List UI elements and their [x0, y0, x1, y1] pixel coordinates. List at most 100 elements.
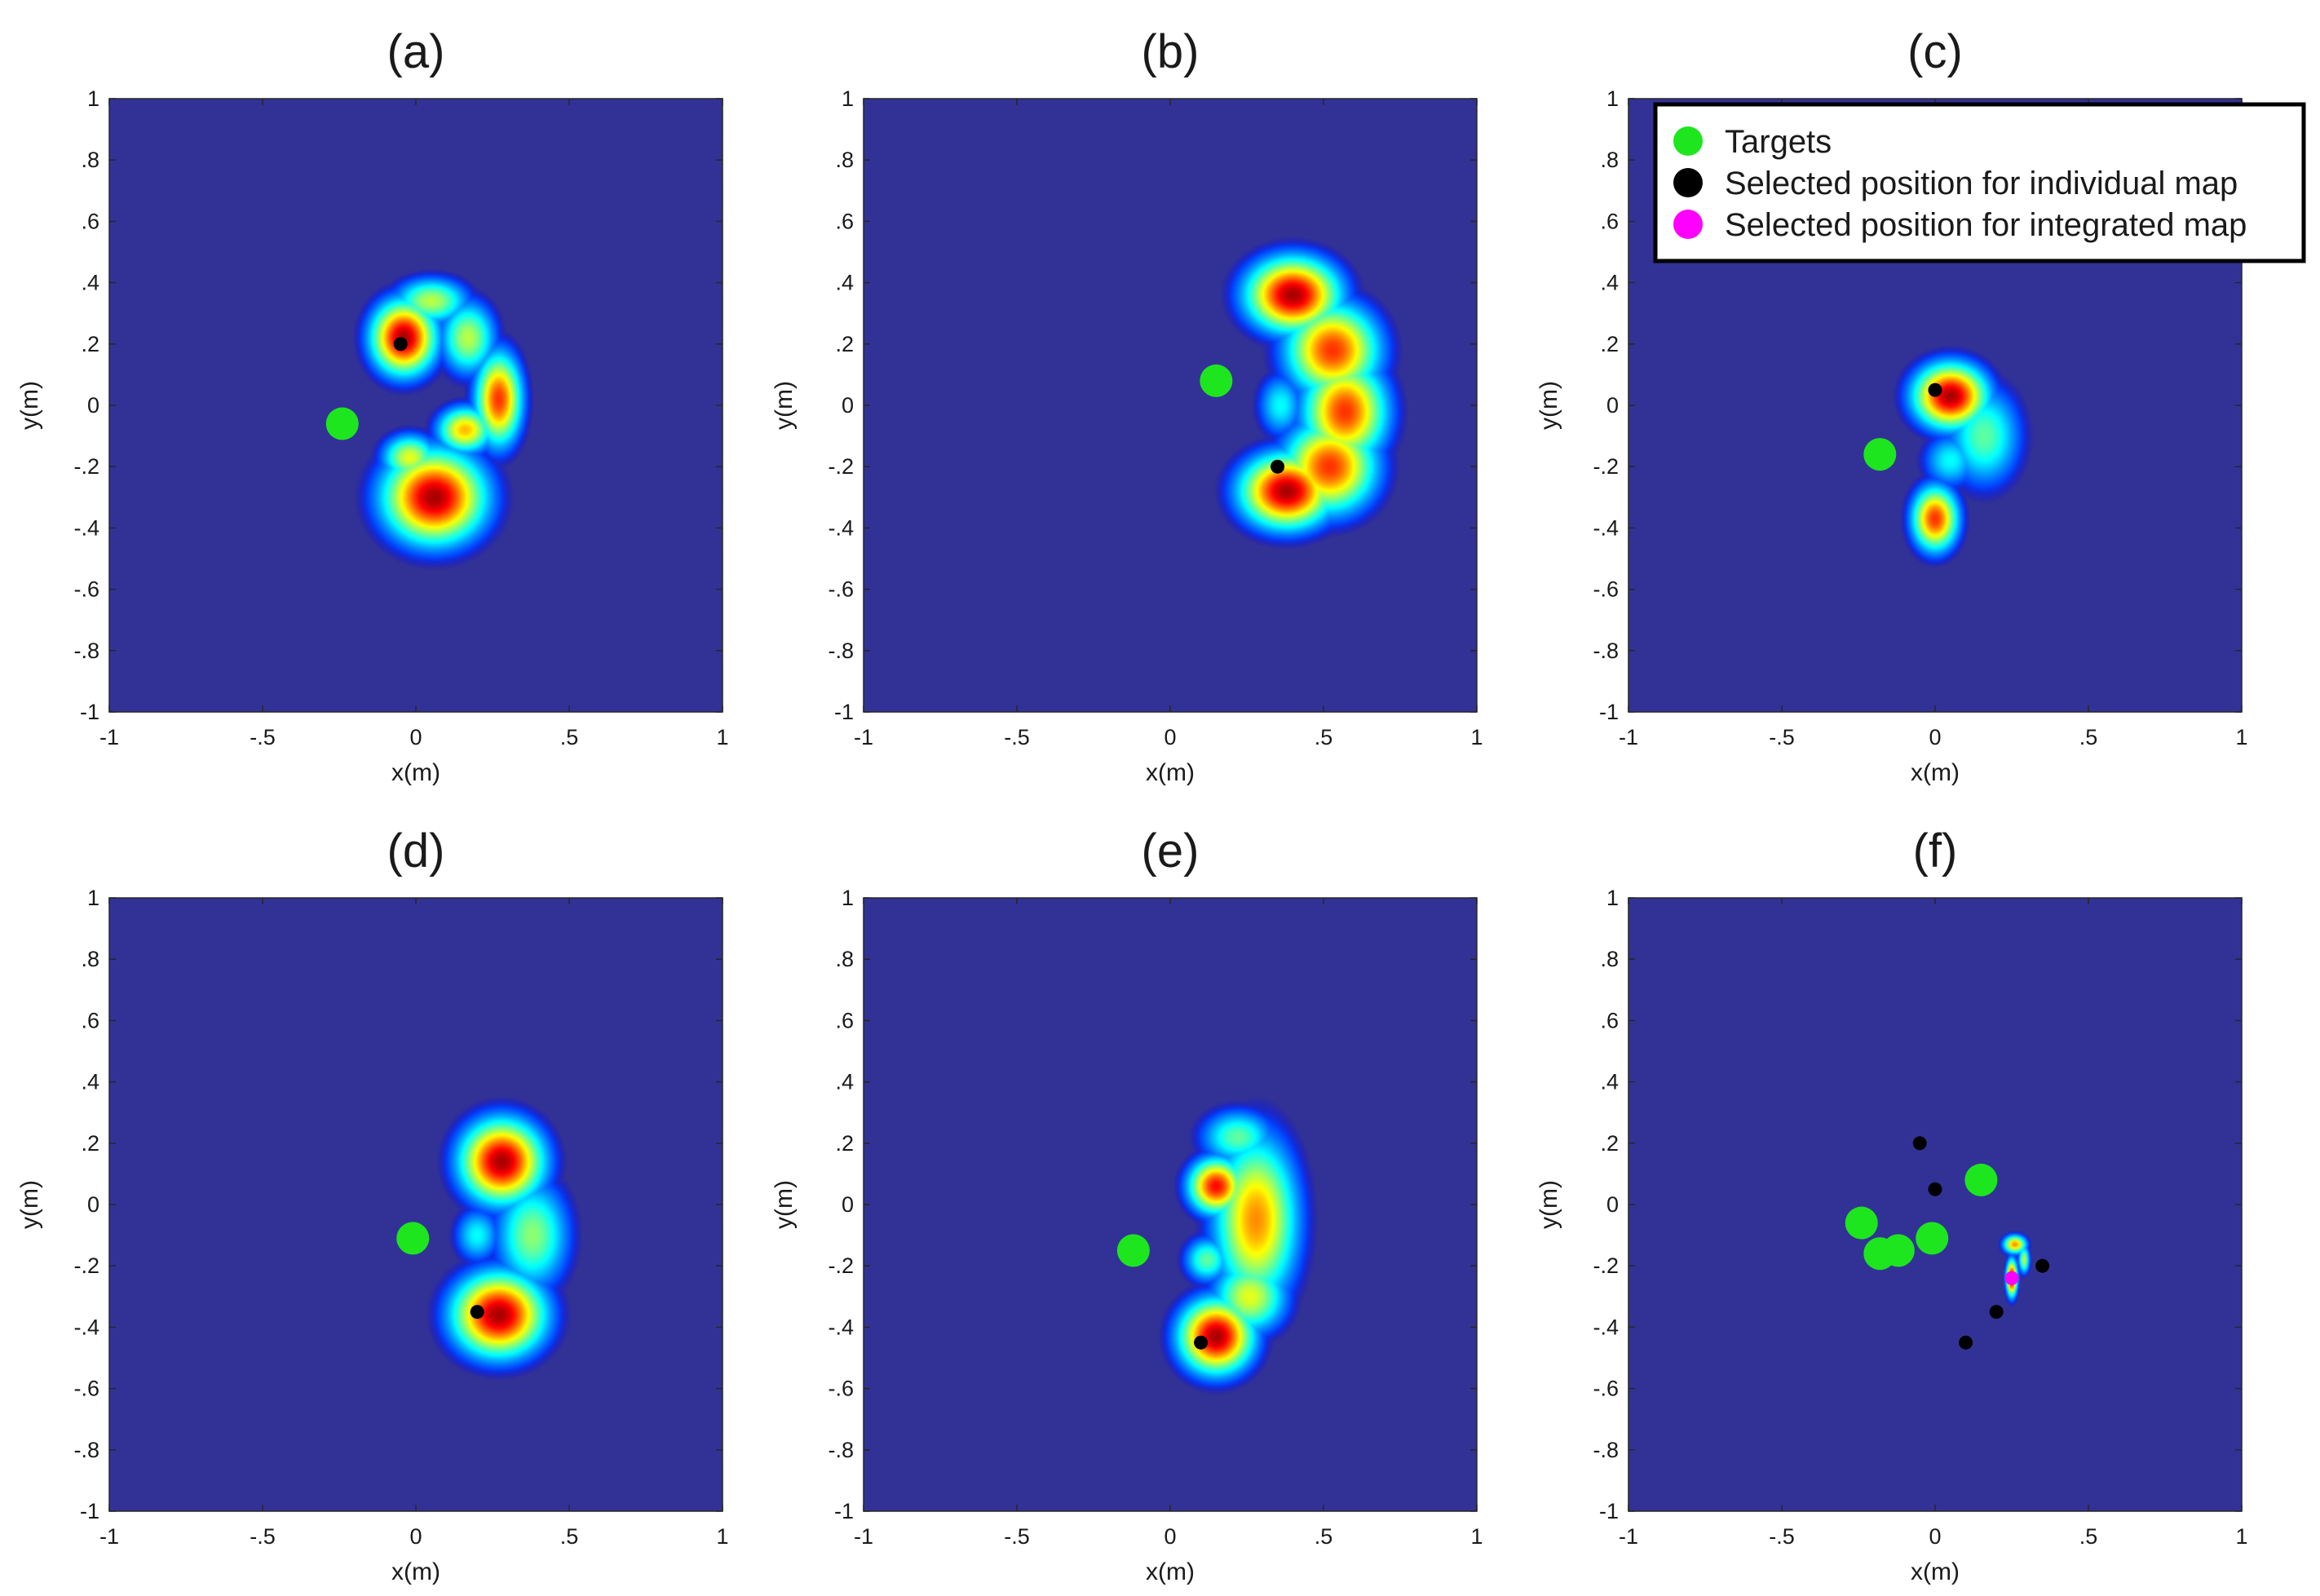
target-marker — [1845, 1206, 1878, 1240]
y-tick-label: -1 — [834, 700, 854, 724]
y-tick-label: .2 — [1600, 1131, 1619, 1156]
x-axis-label: x(m) — [1911, 759, 1960, 786]
y-tick-label: -1 — [80, 700, 99, 724]
y-tick-label: -.8 — [73, 639, 99, 663]
y-axis-label: y(m) — [771, 381, 798, 430]
x-tick-label: 0 — [1164, 1524, 1176, 1549]
y-tick-label: .2 — [835, 332, 854, 356]
panel-a: (a) -1 -.5 0 .5 1 1 .8 .6 .4 .2 0 -.2 -.4 -.6 -.8 -1 x(m)… — [16, 25, 729, 786]
y-tick-label: -.2 — [1593, 454, 1619, 479]
selected-individual-marker — [1959, 1335, 1973, 1350]
x-axis-label: x(m) — [1911, 1558, 1960, 1585]
selected-individual-marker — [1989, 1305, 2004, 1320]
panel-title: (a) — [387, 25, 445, 78]
y-tick-label: .2 — [81, 1131, 99, 1156]
panel-b: (b) -1 -.5 0 .5 1 1 .8 .6 .4 .2 0 -.2 -.4 -.6 -.8 -1 x(m)… — [771, 25, 1483, 786]
heatmap-image — [109, 898, 723, 1511]
y-tick-label: -.2 — [73, 454, 99, 479]
target-marker — [1964, 1163, 1998, 1196]
y-tick-label: .4 — [1600, 1070, 1619, 1094]
y-tick-label: 0 — [842, 393, 854, 418]
y-tick-label: .4 — [81, 1070, 99, 1094]
y-tick-label: .4 — [1600, 271, 1619, 295]
y-tick-label: .8 — [1600, 148, 1619, 172]
x-tick-label: 0 — [409, 725, 422, 749]
y-tick-label: 0 — [1606, 393, 1619, 418]
y-tick-label: 1 — [842, 86, 854, 111]
selected-individual-marker — [1928, 382, 1942, 397]
y-tick-label: -.8 — [1593, 639, 1619, 663]
x-axis-label: x(m) — [391, 1558, 440, 1585]
y-tick-label: -.8 — [828, 1438, 854, 1462]
y-tick-label: -.2 — [828, 1253, 854, 1278]
panel-e: (e) -1 -.5 0 .5 1 1 .8 .6 .4 .2 0 -.2 -.4 -.6 -.8 -1 x(m)… — [771, 825, 1483, 1585]
y-tick-label: -.4 — [828, 1315, 854, 1339]
y-tick-label: -1 — [1599, 1499, 1619, 1523]
x-axis-label: x(m) — [1146, 759, 1195, 786]
selected-individual-marker — [1270, 459, 1285, 474]
y-tick-label: 1 — [842, 886, 854, 910]
y-tick-label: .6 — [835, 1008, 854, 1032]
y-axis-label: y(m) — [1536, 381, 1562, 430]
x-tick-label: .5 — [2079, 1524, 2098, 1549]
y-tick-label: -.6 — [828, 1377, 854, 1401]
y-axis-label: y(m) — [1536, 1180, 1562, 1229]
y-tick-label: .2 — [835, 1131, 854, 1156]
x-tick-label: 1 — [716, 1524, 728, 1549]
y-tick-label: .2 — [1600, 332, 1619, 356]
x-tick-label: 1 — [1470, 1524, 1483, 1549]
y-tick-label: .8 — [81, 148, 99, 172]
legend-swatch — [1673, 168, 1703, 197]
heatmap-image — [109, 99, 723, 712]
y-axis-label: y(m) — [771, 1180, 798, 1229]
target-marker — [1200, 364, 1233, 397]
x-tick-label: -.5 — [250, 1524, 276, 1549]
y-tick-label: .6 — [835, 209, 854, 233]
x-tick-label: 1 — [2235, 1524, 2247, 1549]
x-tick-label: 0 — [1929, 1524, 1941, 1549]
target-marker — [1916, 1222, 1949, 1255]
selected-individual-marker — [1928, 1182, 1942, 1196]
x-axis-label: x(m) — [1146, 1558, 1195, 1585]
x-tick-label: -1 — [99, 1524, 119, 1549]
y-tick-label: -.8 — [73, 1438, 99, 1462]
x-tick-label: -.5 — [250, 725, 276, 749]
y-tick-label: -.8 — [1593, 1438, 1619, 1462]
y-tick-label: -.4 — [828, 515, 854, 540]
y-tick-label: -.4 — [1593, 1315, 1619, 1339]
x-axis-label: x(m) — [391, 759, 440, 786]
x-tick-label: -.5 — [1769, 1524, 1795, 1549]
y-axis-label: y(m) — [16, 381, 43, 430]
y-tick-label: 0 — [842, 1192, 854, 1217]
target-marker — [1116, 1234, 1150, 1267]
y-tick-label: -1 — [834, 1499, 854, 1523]
legend-label: Selected position for integrated map — [1725, 207, 2247, 243]
y-tick-label: -.2 — [73, 1253, 99, 1278]
x-tick-label: -.5 — [1004, 1524, 1030, 1549]
y-tick-label: .2 — [81, 332, 99, 356]
y-tick-label: .6 — [81, 209, 99, 233]
y-tick-label: -.6 — [1593, 577, 1619, 602]
panel-title: (d) — [387, 825, 445, 878]
x-tick-label: 0 — [1929, 725, 1941, 749]
x-tick-label: -1 — [854, 725, 873, 749]
y-tick-label: 1 — [1606, 886, 1619, 910]
y-tick-label: 1 — [1606, 86, 1619, 111]
x-tick-label: -1 — [1619, 725, 1638, 749]
y-tick-label: .4 — [81, 271, 99, 295]
legend-label: Targets — [1725, 124, 1832, 160]
legend: Targets Selected position for individual … — [1653, 102, 2306, 263]
legend-swatch — [1673, 126, 1703, 156]
y-tick-label: -.6 — [1593, 1377, 1619, 1401]
y-tick-label: 0 — [87, 393, 99, 418]
x-tick-label: 1 — [716, 725, 728, 749]
y-tick-label: .4 — [835, 271, 854, 295]
selected-individual-marker — [470, 1305, 484, 1320]
y-tick-label: .6 — [81, 1008, 99, 1032]
x-tick-label: -1 — [99, 725, 119, 749]
y-tick-label: .8 — [81, 947, 99, 971]
y-tick-label: -.2 — [828, 454, 854, 479]
y-tick-label: 1 — [87, 886, 99, 910]
legend-swatch — [1673, 210, 1703, 239]
y-tick-label: .4 — [835, 1070, 854, 1094]
